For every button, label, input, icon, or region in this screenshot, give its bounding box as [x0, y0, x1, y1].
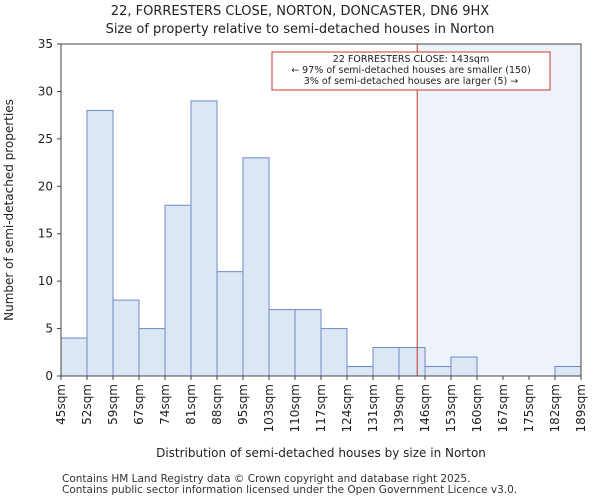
- y-tick-label: 5: [45, 322, 53, 336]
- bar-117sqm: [320, 328, 348, 377]
- bar-52sqm: [86, 109, 114, 377]
- x-tick-label-45sqm: 45sqm: [54, 384, 68, 425]
- bar-153sqm: [450, 356, 478, 377]
- y-tick-label: 30: [38, 84, 53, 98]
- x-tick-label-175sqm: 175sqm: [522, 384, 536, 432]
- x-axis-label: Distribution of semi-detached houses by …: [156, 446, 486, 460]
- x-tick-label-167sqm: 167sqm: [496, 384, 510, 432]
- x-tick-label-110sqm: 110sqm: [288, 384, 302, 432]
- x-tick-label-189sqm: 189sqm: [574, 384, 588, 432]
- bar-74sqm: [164, 204, 192, 377]
- x-tick-label-139sqm: 139sqm: [392, 384, 406, 432]
- x-tick-label-117sqm: 117sqm: [314, 384, 328, 432]
- bar-182sqm: [554, 366, 582, 377]
- y-tick-label: 25: [38, 132, 53, 146]
- bar-139sqm: [398, 347, 426, 377]
- bar-95sqm: [242, 157, 270, 377]
- chart-title-address: 22, FORRESTERS CLOSE, NORTON, DONCASTER,…: [110, 4, 490, 19]
- y-axis-label: Number of semi-detached properties: [2, 99, 16, 321]
- x-tick-label-153sqm: 153sqm: [444, 384, 458, 432]
- x-tick-label-59sqm: 59sqm: [106, 384, 120, 425]
- y-tick-label: 0: [45, 369, 53, 383]
- footer-copyright: Contains HM Land Registry data © Crown c…: [62, 473, 471, 485]
- y-tick-label: 15: [38, 227, 53, 241]
- y-tick-label: 10: [38, 274, 53, 288]
- bar-124sqm: [346, 366, 374, 377]
- x-tick-label-160sqm: 160sqm: [470, 384, 484, 432]
- bar-45sqm: [60, 337, 88, 377]
- x-tick-label-146sqm: 146sqm: [418, 384, 432, 432]
- y-tick-label: 35: [38, 37, 53, 51]
- x-tick-label-81sqm: 81sqm: [184, 384, 198, 425]
- x-tick-label-95sqm: 95sqm: [236, 384, 250, 425]
- bar-67sqm: [138, 328, 166, 377]
- bar-88sqm: [216, 271, 244, 377]
- y-tick-label: 20: [38, 179, 53, 193]
- larger-region-shading: [417, 44, 581, 376]
- annotation-line-3: 3% of semi-detached houses are larger (5…: [304, 76, 518, 87]
- x-tick-label-88sqm: 88sqm: [210, 384, 224, 425]
- annotation-line-1: 22 FORRESTERS CLOSE: 143sqm: [333, 54, 489, 65]
- x-tick-label-67sqm: 67sqm: [132, 384, 146, 425]
- footer-licence: Contains public sector information licen…: [62, 484, 518, 496]
- bar-59sqm: [112, 299, 140, 377]
- bar-146sqm: [424, 366, 452, 377]
- bar-103sqm: [268, 309, 296, 377]
- x-tick-label-131sqm: 131sqm: [366, 384, 380, 432]
- chart-subtitle: Size of property relative to semi-detach…: [105, 22, 495, 37]
- bar-110sqm: [294, 309, 322, 377]
- bar-131sqm: [372, 347, 400, 377]
- annotation-line-2: ← 97% of semi-detached houses are smalle…: [291, 65, 531, 76]
- x-tick-label-103sqm: 103sqm: [262, 384, 276, 432]
- x-tick-label-74sqm: 74sqm: [158, 384, 172, 425]
- annotation-box: 22 FORRESTERS CLOSE: 143sqm ← 97% of sem…: [271, 51, 551, 91]
- x-tick-label-182sqm: 182sqm: [548, 384, 562, 432]
- bar-81sqm: [190, 100, 218, 377]
- x-tick-label-52sqm: 52sqm: [80, 384, 94, 425]
- x-tick-label-124sqm: 124sqm: [340, 384, 354, 432]
